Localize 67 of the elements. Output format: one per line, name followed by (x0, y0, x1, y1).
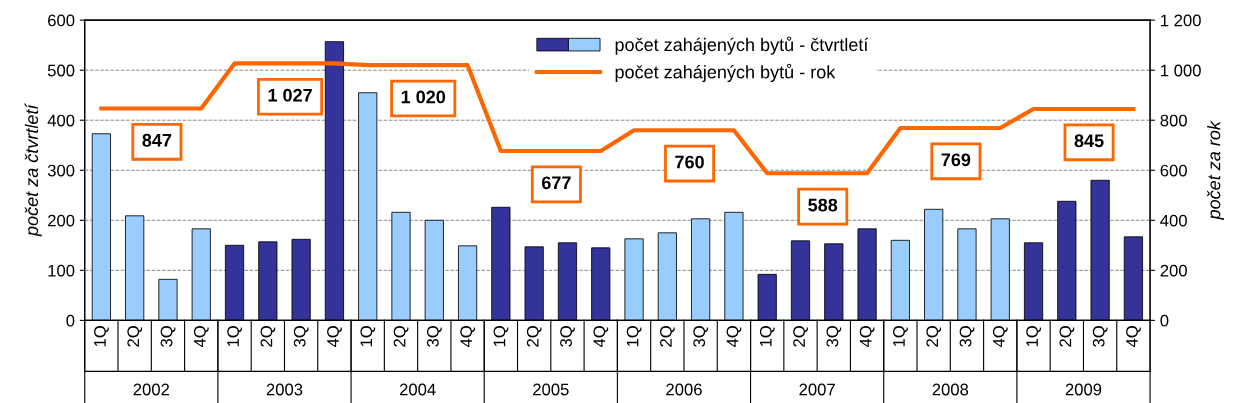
x-tick-label: 3Q (959, 326, 975, 347)
data-label: 769 (941, 153, 971, 167)
x-tick-label: 1Q (626, 326, 642, 347)
y2-tick-label: 600 (1160, 164, 1187, 177)
x-tick-label: 4Q (859, 326, 875, 348)
text: 2002 (133, 383, 170, 396)
x-tick-label: 2Q (1059, 326, 1075, 347)
data-label: 588 (808, 198, 838, 212)
x-tick-label: 2Q (127, 326, 143, 347)
y2-tick-label: 1 000 (1161, 64, 1201, 77)
x-tick-label: 1Q (893, 326, 908, 347)
data-label: 1 027 (268, 88, 312, 102)
text: 2005 (533, 383, 569, 396)
data-label: 845 (1074, 134, 1104, 148)
text: 2007 (799, 383, 835, 396)
y-axis-title: počet za čtvrtletí (24, 103, 42, 237)
data-label: 1 020 (401, 90, 446, 104)
x-tick-label: 4Q (193, 326, 209, 348)
x-tick-label: 1Q (493, 326, 509, 347)
y2-tick-label: 200 (1160, 264, 1187, 277)
x-tick-label: 3Q (293, 326, 309, 347)
line-series (99, 61, 1136, 176)
x-tick-label: 3Q (826, 326, 842, 347)
x-tick-label: 1Q (1026, 326, 1041, 347)
y2-tick-label: 800 (1160, 114, 1187, 127)
y-tick-label: 200 (48, 214, 75, 227)
x-tick-label: 1Q (759, 326, 775, 347)
y-tick-label: 0 (66, 314, 75, 327)
x-tick-label: 1Q (94, 326, 109, 347)
text: 2009 (1065, 383, 1102, 396)
y-tick-label: 100 (48, 264, 75, 277)
x-tick-label: 2Q (260, 326, 276, 347)
x-tick-label: 4Q (327, 326, 342, 348)
data-label: 847 (142, 133, 172, 147)
legend-label: počet zahájených bytů - čtvrtletí (615, 36, 869, 55)
x-tick-label: 2Q (393, 326, 409, 347)
legend-label: počet zahájených bytů - rok (615, 63, 836, 83)
text: 2004 (399, 383, 436, 396)
text: 2008 (932, 383, 969, 396)
x-tick-label: 4Q (992, 326, 1008, 348)
y-tick-label: 600 (48, 14, 75, 27)
x-tick-label: 4Q (726, 326, 742, 348)
y-tick-label: 400 (47, 114, 75, 127)
y2-tick-label: 0 (1160, 314, 1169, 327)
y-tick-label: 500 (47, 64, 75, 77)
y2-tick-label: 400 (1160, 214, 1187, 227)
x-tick-label: 3Q (160, 326, 176, 347)
text: 2006 (666, 383, 702, 396)
x-tick-label: 3Q (693, 326, 709, 347)
y2-tick-label: 1 200 (1161, 14, 1201, 27)
x-tick-label: 2Q (526, 326, 542, 347)
x-tick-label: 4Q (460, 326, 476, 348)
x-tick-label: 1Q (227, 326, 242, 347)
x-tick-label: 3Q (426, 326, 442, 347)
x-tick-label: 2Q (793, 326, 808, 347)
data-label: 760 (675, 155, 704, 169)
x-tick-label: 4Q (1126, 326, 1141, 348)
x-tick-label: 3Q (560, 326, 575, 347)
x-tick-label: 3Q (1092, 326, 1108, 347)
x-tick-label: 2Q (660, 326, 675, 347)
x-tick-label: 1Q (360, 326, 376, 347)
y-tick-label: 300 (47, 164, 75, 177)
x-tick-label: 2Q (926, 326, 942, 347)
text: 2003 (266, 383, 303, 396)
x-tick-label: 4Q (593, 326, 609, 348)
data-label: 677 (541, 176, 571, 190)
y2-axis-title: počet za rok (1207, 120, 1224, 220)
